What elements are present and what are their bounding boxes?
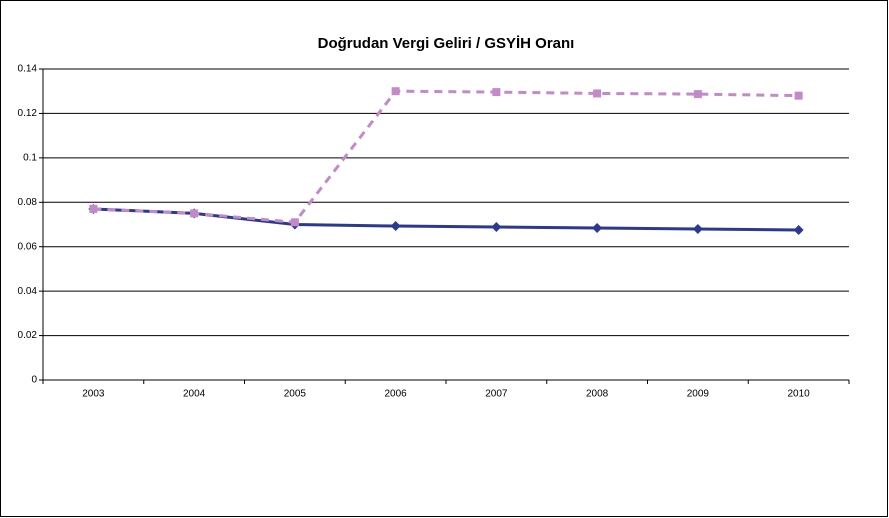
x-tick-label: 2006: [385, 389, 408, 400]
chart-title: Doğrudan Vergi Geliri / GSYİH Oranı: [318, 35, 575, 52]
y-tick-label: 0.04: [18, 286, 38, 297]
marker: [794, 91, 803, 100]
y-tick-label: 0.06: [18, 241, 38, 252]
marker: [693, 90, 702, 99]
y-tick-label: 0.1: [23, 152, 37, 163]
marker: [190, 209, 199, 218]
marker: [793, 225, 804, 236]
marker: [692, 223, 703, 234]
marker: [491, 221, 502, 232]
x-tick-label: 2007: [485, 389, 508, 400]
x-tick-label: 2008: [586, 389, 609, 400]
y-tick-label: 0.14: [18, 64, 38, 75]
x-tick-label: 2010: [788, 389, 811, 400]
marker: [492, 88, 501, 97]
x-tick-label: 2004: [183, 389, 206, 400]
marker: [592, 223, 603, 234]
x-tick-label: 2009: [687, 389, 710, 400]
y-tick-label: 0.08: [18, 197, 38, 208]
marker: [593, 89, 602, 98]
marker: [89, 204, 98, 213]
y-tick-label: 0.12: [18, 108, 38, 119]
marker: [290, 218, 299, 227]
marker: [391, 87, 400, 96]
x-tick-label: 2003: [82, 389, 105, 400]
y-tick-label: 0: [31, 375, 37, 386]
marker: [390, 221, 401, 232]
y-tick-label: 0.02: [18, 330, 38, 341]
x-tick-label: 2005: [284, 389, 307, 400]
series-line: [93, 89, 799, 224]
